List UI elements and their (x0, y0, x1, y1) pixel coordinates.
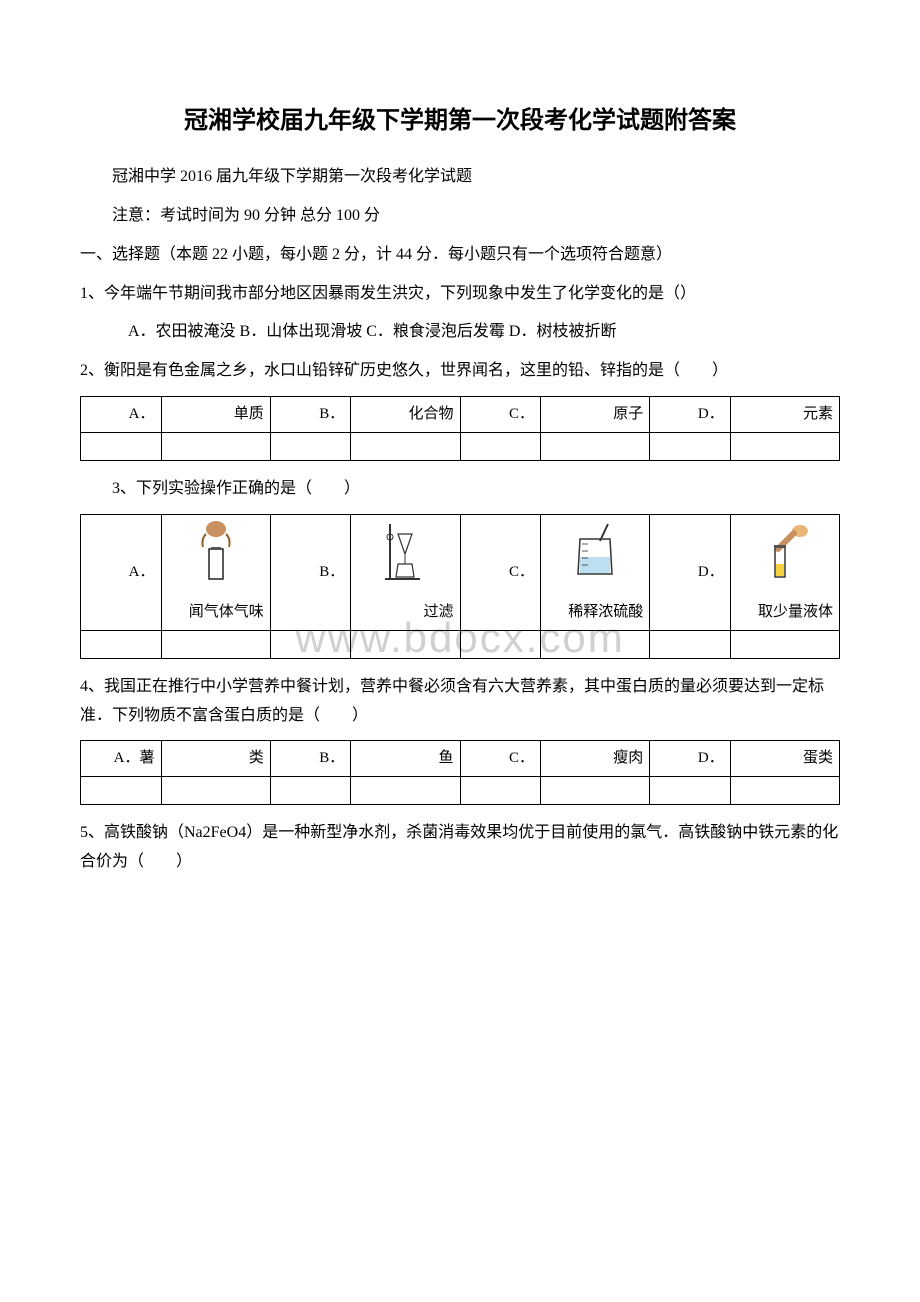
q2-opt-b-text: 化合物 (351, 396, 460, 432)
exam-notice: 注意：考试时间为 90 分钟 总分 100 分 (80, 202, 840, 231)
take-liquid-icon (760, 519, 810, 589)
q4-opt-a-text: 类 (161, 741, 270, 777)
q3-opt-d-letter: D． (650, 514, 731, 630)
q2-opt-a-letter: A． (81, 396, 162, 432)
q3-opt-c-letter: C． (460, 514, 541, 630)
question-2: 2、衡阳是有色金属之乡，水口山铅锌矿历史悠久，世界闻名，这里的铅、锌指的是（ ） (80, 357, 840, 386)
q2-opt-a-text: 单质 (161, 396, 270, 432)
dilute-acid-icon (570, 519, 620, 589)
subtitle: 冠湘中学 2016 届九年级下学期第一次段考化学试题 (80, 163, 840, 192)
q3-opt-c-cell: 稀释浓硫酸 (541, 514, 650, 630)
q4-opt-c-text: 瘦肉 (541, 741, 650, 777)
q4-opt-d-text: 蛋类 (730, 741, 839, 777)
document-title: 冠湘学校届九年级下学期第一次段考化学试题附答案 (80, 100, 840, 143)
q3-opt-a-cell: 闻气体气味 (161, 514, 270, 630)
q4-opt-c-letter: C． (460, 741, 541, 777)
q4-opt-a-letter: A．薯 (81, 741, 162, 777)
question-4: 4、我国正在推行中小学营养中餐计划，营养中餐必须含有六大营养素，其中蛋白质的量必… (80, 673, 840, 731)
q2-opt-c-text: 原子 (541, 396, 650, 432)
section-heading: 一、选择题（本题 22 小题，每小题 2 分，计 44 分．每小题只有一个选项符… (80, 241, 840, 270)
question-1-options: A．农田被淹没 B．山体出现滑坡 C．粮食浸泡后发霉 D．树枝被折断 (80, 318, 840, 347)
q3-opt-d-cell: 取少量液体 (730, 514, 839, 630)
question-2-table: A． 单质 B． 化合物 C． 原子 D． 元素 (80, 396, 840, 461)
q4-opt-b-text: 鱼 (351, 741, 460, 777)
q4-opt-b-letter: B． (270, 741, 351, 777)
q3-opt-d-text: 取少量液体 (737, 599, 833, 626)
question-1: 1、今年端午节期间我市部分地区因暴雨发生洪灾，下列现象中发生了化学变化的是（） (80, 280, 840, 309)
question-3-table: A． 闻气体气味 B． (80, 514, 840, 659)
q3-opt-a-text: 闻气体气味 (168, 599, 264, 626)
q3-opt-c-text: 稀释浓硫酸 (547, 599, 643, 626)
smell-gas-icon (191, 519, 241, 589)
q3-opt-b-letter: B． (270, 514, 351, 630)
filter-icon (380, 519, 430, 589)
q4-opt-d-letter: D． (650, 741, 731, 777)
q3-opt-b-cell: 过滤 (351, 514, 460, 630)
q3-opt-a-letter: A． (81, 514, 162, 630)
q2-opt-b-letter: B． (270, 396, 351, 432)
q2-opt-d-text: 元素 (730, 396, 839, 432)
q2-opt-c-letter: C． (460, 396, 541, 432)
question-5: 5、高铁酸钠（Na2FeO4）是一种新型净水剂，杀菌消毒效果均优于目前使用的氯气… (80, 819, 840, 877)
q2-opt-d-letter: D． (650, 396, 731, 432)
question-4-table: A．薯 类 B． 鱼 C． 瘦肉 D． 蛋类 (80, 740, 840, 805)
q3-opt-b-text: 过滤 (357, 599, 453, 626)
question-3: 3、下列实验操作正确的是（ ） (80, 475, 840, 504)
